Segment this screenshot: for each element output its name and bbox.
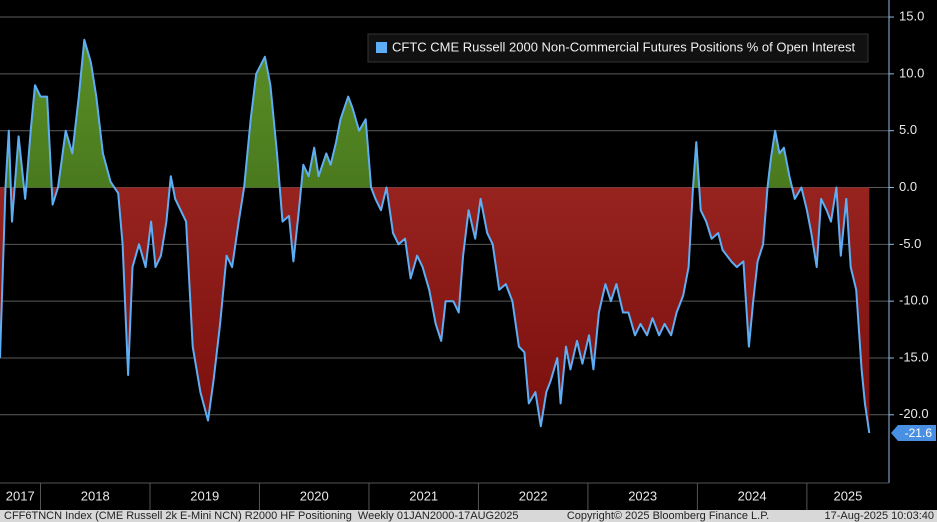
footer-bar (0, 510, 937, 522)
area-negative (0, 187, 870, 433)
legend-label: CFTC CME Russell 2000 Non-Commercial Fut… (392, 39, 855, 54)
y-tick-label: -10.0 (899, 293, 929, 308)
x-tick-label: 2022 (519, 488, 548, 503)
legend-box (367, 33, 869, 63)
y-tick-label: 0.0 (899, 179, 917, 194)
x-tick-label: 2021 (409, 488, 438, 503)
legend-swatch (376, 42, 387, 53)
x-tick-label: 2025 (833, 488, 862, 503)
last-value-tag (891, 424, 936, 441)
x-tick-label: 2017 (6, 488, 35, 503)
series-line (0, 38, 871, 434)
footer-left: CFF6TNCN Index (CME Russell 2k E-Mini NC… (4, 510, 519, 522)
legend: CFTC CME Russell 2000 Non-Commercial Fut… (367, 33, 869, 63)
footer-right: 17-Aug-2025 10:03:40 (825, 510, 934, 522)
y-tick-label: -15.0 (899, 349, 929, 364)
y-tick-label: -5.0 (899, 236, 921, 251)
y-tick-label: 15.0 (899, 8, 924, 23)
x-tick-label: 2018 (81, 488, 110, 503)
y-tick-label: 5.0 (899, 122, 917, 137)
x-tick-label: 2019 (190, 488, 219, 503)
x-tick-label: 2020 (300, 488, 329, 503)
y-tick-label: 10.0 (899, 65, 924, 80)
x-tick-label: 2023 (628, 488, 657, 503)
footer-center: Copyright© 2025 Bloomberg Finance L.P. (567, 510, 769, 522)
last-value-label: -21.6 (905, 426, 933, 440)
y-tick-label: -20.0 (899, 406, 929, 421)
x-tick-label: 2024 (738, 488, 767, 503)
